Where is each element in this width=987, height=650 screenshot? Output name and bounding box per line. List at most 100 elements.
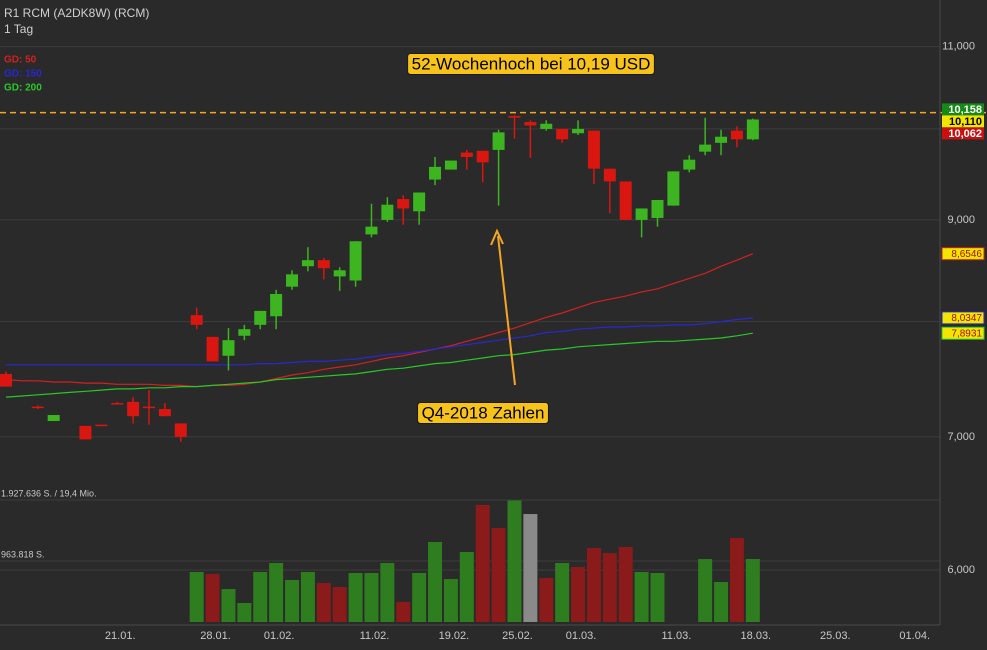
annotation-box (407, 52, 655, 75)
x-tick-label: 21.01. (105, 630, 136, 642)
volume-bar (428, 542, 443, 622)
price-tag (942, 115, 984, 128)
volume-bar (396, 602, 411, 622)
volume-bar (729, 538, 744, 622)
legend-entry: GD: 50 (4, 55, 37, 66)
volume-bar (316, 583, 331, 622)
candle-body (460, 152, 473, 157)
candle-body (587, 130, 600, 169)
volume-bar (221, 589, 236, 622)
annotation-text: Q4-2018 Zahlen (422, 403, 545, 422)
volume-bar (412, 573, 427, 622)
moving-averages (5, 253, 754, 398)
candle-body (746, 119, 759, 140)
price-tag-label: 10,158 (948, 104, 982, 116)
x-tick-label: 25.02. (502, 630, 533, 642)
candle-body (730, 130, 743, 140)
candle-body (508, 116, 521, 118)
x-tick-label: 19.02. (439, 630, 470, 642)
volume-bar (491, 528, 506, 622)
end-tag (941, 247, 985, 261)
candle-body (349, 241, 362, 281)
volume-bar (650, 573, 665, 622)
x-tick-label: 01.02. (264, 630, 295, 642)
end-tag-label: 8,6546 (951, 249, 982, 260)
candle-body (572, 128, 585, 134)
candle-body (651, 199, 664, 218)
candle-body (206, 336, 219, 362)
ma-line (5, 332, 753, 398)
candle-body (397, 199, 410, 209)
candle-body (667, 171, 680, 206)
volume-bar (475, 504, 490, 622)
candle-body (286, 274, 299, 287)
volume-bar (253, 572, 268, 622)
y-tick-label: 7,000 (947, 431, 975, 443)
candle-body (95, 424, 108, 427)
x-tick-label: 01.03. (566, 630, 597, 642)
candle-body (365, 226, 378, 235)
annotation-arrow (497, 235, 516, 386)
chart-subtitle: 1 Tag (4, 22, 33, 36)
candle-body (317, 260, 330, 269)
ma-line (6, 317, 753, 366)
volume-bar (443, 579, 458, 622)
candle-body (333, 270, 346, 277)
volume-bar (618, 547, 633, 622)
price-tag-label: 10,110 (949, 116, 982, 128)
candles (0, 115, 759, 442)
candle-body (79, 425, 92, 440)
candle-body (699, 144, 712, 152)
volume-bar (523, 514, 538, 622)
candle-body (540, 123, 553, 129)
candle-body (556, 128, 569, 140)
volume-bar (698, 559, 713, 622)
end-tag (941, 326, 985, 340)
volume-bar (571, 567, 586, 622)
price-tag (942, 103, 984, 116)
candle-body (683, 159, 696, 170)
x-tick-label: 11.03. (661, 630, 691, 642)
candle-body (381, 204, 394, 220)
candle-body (190, 315, 203, 325)
candle-body (254, 310, 267, 325)
y-tick-label: 6,000 (947, 564, 975, 576)
end-tag-label: 8,0347 (951, 313, 982, 324)
candle-body (238, 329, 251, 336)
candle-body (111, 403, 124, 405)
volume-bar (364, 573, 379, 622)
volume-bar (205, 574, 220, 622)
labels: 11,000 9,000 7,000 6,000 1.927.636 S. / 19,4… (1, 41, 985, 642)
price-tag (942, 127, 984, 140)
candle-body (301, 260, 314, 267)
volume-bar (237, 603, 252, 622)
volume-bar (269, 563, 284, 622)
candle-body (47, 414, 60, 422)
legend-entry: GD: 200 (4, 83, 42, 94)
volume-bar (507, 500, 522, 622)
volume-bar (332, 587, 347, 622)
annotations: 52-Wochenhoch bei 10,19 USD Q4-2018 Zahle… (407, 52, 655, 424)
volume-bar (634, 572, 649, 622)
candle-body (603, 168, 616, 182)
candle-body (270, 293, 283, 317)
candle-body (619, 181, 632, 220)
volume-bar (714, 582, 729, 622)
volume-bar (189, 572, 204, 622)
candle-body (222, 340, 235, 356)
candle-body (143, 406, 156, 409)
candle-body (429, 166, 442, 180)
annotation-box (417, 401, 549, 424)
y-tick-label: 9,000 (947, 214, 975, 226)
annotation-text: 52-Wochenhoch bei 10,19 USD (412, 54, 651, 73)
volume-tick-label: 963.818 S. (1, 549, 45, 559)
ma-line (5, 253, 754, 388)
price-tag-label: 10,062 (948, 128, 982, 140)
volume-bar (745, 559, 760, 622)
candle-body (492, 132, 505, 150)
volume-pane (189, 500, 760, 622)
volume-bar (555, 563, 570, 622)
candle-body (524, 122, 537, 126)
volume-bar (300, 572, 315, 622)
